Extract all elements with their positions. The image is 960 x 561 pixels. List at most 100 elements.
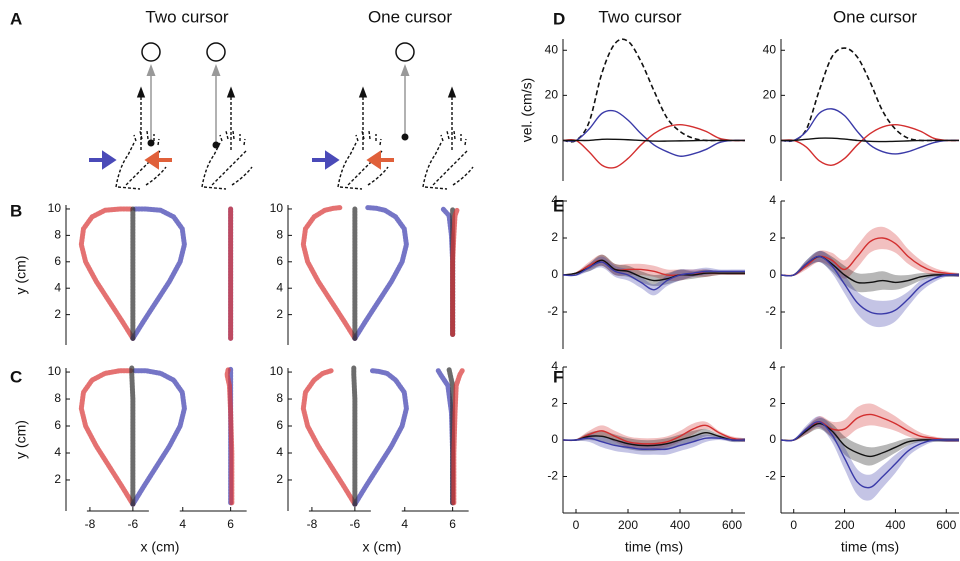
y-tick-label: 4 [276, 445, 283, 459]
series-line [780, 422, 959, 458]
trajectory [451, 368, 465, 506]
x-axis-label: x (cm) [141, 539, 180, 555]
y-tick-label: 6 [276, 254, 283, 268]
trajectory [78, 206, 136, 341]
cursor-dot [212, 141, 220, 149]
y-tick-label: 2 [276, 472, 283, 486]
x-tick-label: 4 [179, 517, 186, 531]
column-title: Two cursor [598, 7, 681, 26]
y-tick-label: 2 [54, 307, 61, 321]
hand-outline [201, 130, 253, 190]
y-tick-label: 2 [769, 396, 776, 410]
error-band [781, 416, 959, 501]
error-band [563, 421, 745, 450]
y-tick-label: 0 [551, 133, 558, 147]
y-tick-label: 0 [769, 133, 776, 147]
error-band [563, 254, 745, 287]
error-band [781, 250, 959, 293]
panel-letter: F [553, 367, 563, 386]
y-tick-label: 0 [551, 267, 558, 281]
x-tick-label: 600 [722, 518, 742, 532]
y-tick-label: 2 [276, 307, 283, 321]
y-tick-label: 8 [276, 228, 283, 242]
error-band [781, 226, 959, 279]
y-tick-label: 10 [48, 364, 62, 378]
panel-letter: C [10, 367, 22, 386]
trajectory [352, 368, 409, 507]
series-line [562, 431, 746, 447]
y-tick-label: 2 [769, 230, 776, 244]
x-tick-label: -8 [85, 517, 96, 531]
y-tick-label: 8 [54, 391, 61, 405]
series-line [780, 108, 960, 155]
y-tick-label: -2 [765, 469, 776, 483]
y-tick-label: 10 [48, 201, 62, 215]
trajectory [78, 368, 136, 507]
x-axis-label: time (ms) [841, 539, 899, 555]
series-line [780, 237, 960, 277]
panel-letter: D [553, 9, 565, 28]
x-tick-label: -6 [128, 517, 139, 531]
y-tick-label: 40 [545, 42, 559, 56]
series-line [780, 123, 960, 166]
y-tick-label: 4 [551, 359, 558, 373]
series-line [780, 47, 959, 143]
series-line [563, 138, 745, 142]
cursor-dot [401, 133, 409, 141]
series-line [562, 261, 745, 291]
target [141, 42, 161, 62]
x-tick-label: -8 [307, 517, 318, 531]
trajectory [130, 206, 187, 341]
force-arrow [89, 150, 117, 170]
panel-letter: E [553, 196, 564, 215]
x-tick-label: 0 [790, 518, 797, 532]
y-tick-label: 20 [545, 88, 559, 102]
y-tick-label: 10 [270, 364, 284, 378]
x-tick-label: 400 [885, 518, 905, 532]
y-tick-label: -2 [765, 304, 776, 318]
y-tick-label: 40 [763, 42, 777, 56]
y-axis-label: y (cm) [13, 256, 29, 295]
cursor-dot [147, 139, 155, 147]
y-tick-label: 4 [769, 359, 776, 373]
y-tick-label: 6 [54, 254, 61, 268]
trajectory [300, 205, 358, 341]
y-tick-label: 4 [54, 445, 61, 459]
y-tick-label: 2 [551, 230, 558, 244]
error-band [781, 403, 959, 442]
series-line [562, 123, 746, 169]
x-axis-label: x (cm) [363, 539, 402, 555]
x-tick-label: 6 [227, 517, 234, 531]
column-title: One cursor [368, 7, 452, 26]
y-tick-label: 2 [54, 472, 61, 486]
y-tick-label: 2 [551, 396, 558, 410]
y-tick-label: 8 [276, 391, 283, 405]
column-title: Two cursor [145, 7, 228, 26]
x-tick-label: 600 [936, 518, 956, 532]
y-tick-label: 0 [769, 267, 776, 281]
schematic-one-cursor [312, 42, 474, 190]
y-tick-label: 20 [763, 88, 777, 102]
target [395, 42, 415, 62]
series-line [562, 437, 746, 451]
y-tick-label: -2 [547, 304, 558, 318]
trajectory [300, 368, 358, 507]
y-tick-label: -2 [547, 469, 558, 483]
y-tick-label: 4 [54, 280, 61, 294]
x-tick-label: -6 [350, 517, 361, 531]
force-arrow [144, 150, 172, 170]
force-arrow [366, 150, 394, 170]
series-line [780, 255, 960, 315]
y-tick-label: 6 [276, 418, 283, 432]
y-tick-label: 0 [551, 432, 558, 446]
series-line [562, 109, 746, 157]
column-title: One cursor [833, 7, 917, 26]
force-arrow [312, 150, 340, 170]
trajectory [224, 366, 235, 506]
error-band [781, 418, 959, 466]
y-axis-label: y (cm) [13, 420, 29, 459]
trajectory [130, 368, 187, 507]
x-axis-label: time (ms) [625, 539, 683, 555]
x-tick-label: 200 [835, 518, 855, 532]
